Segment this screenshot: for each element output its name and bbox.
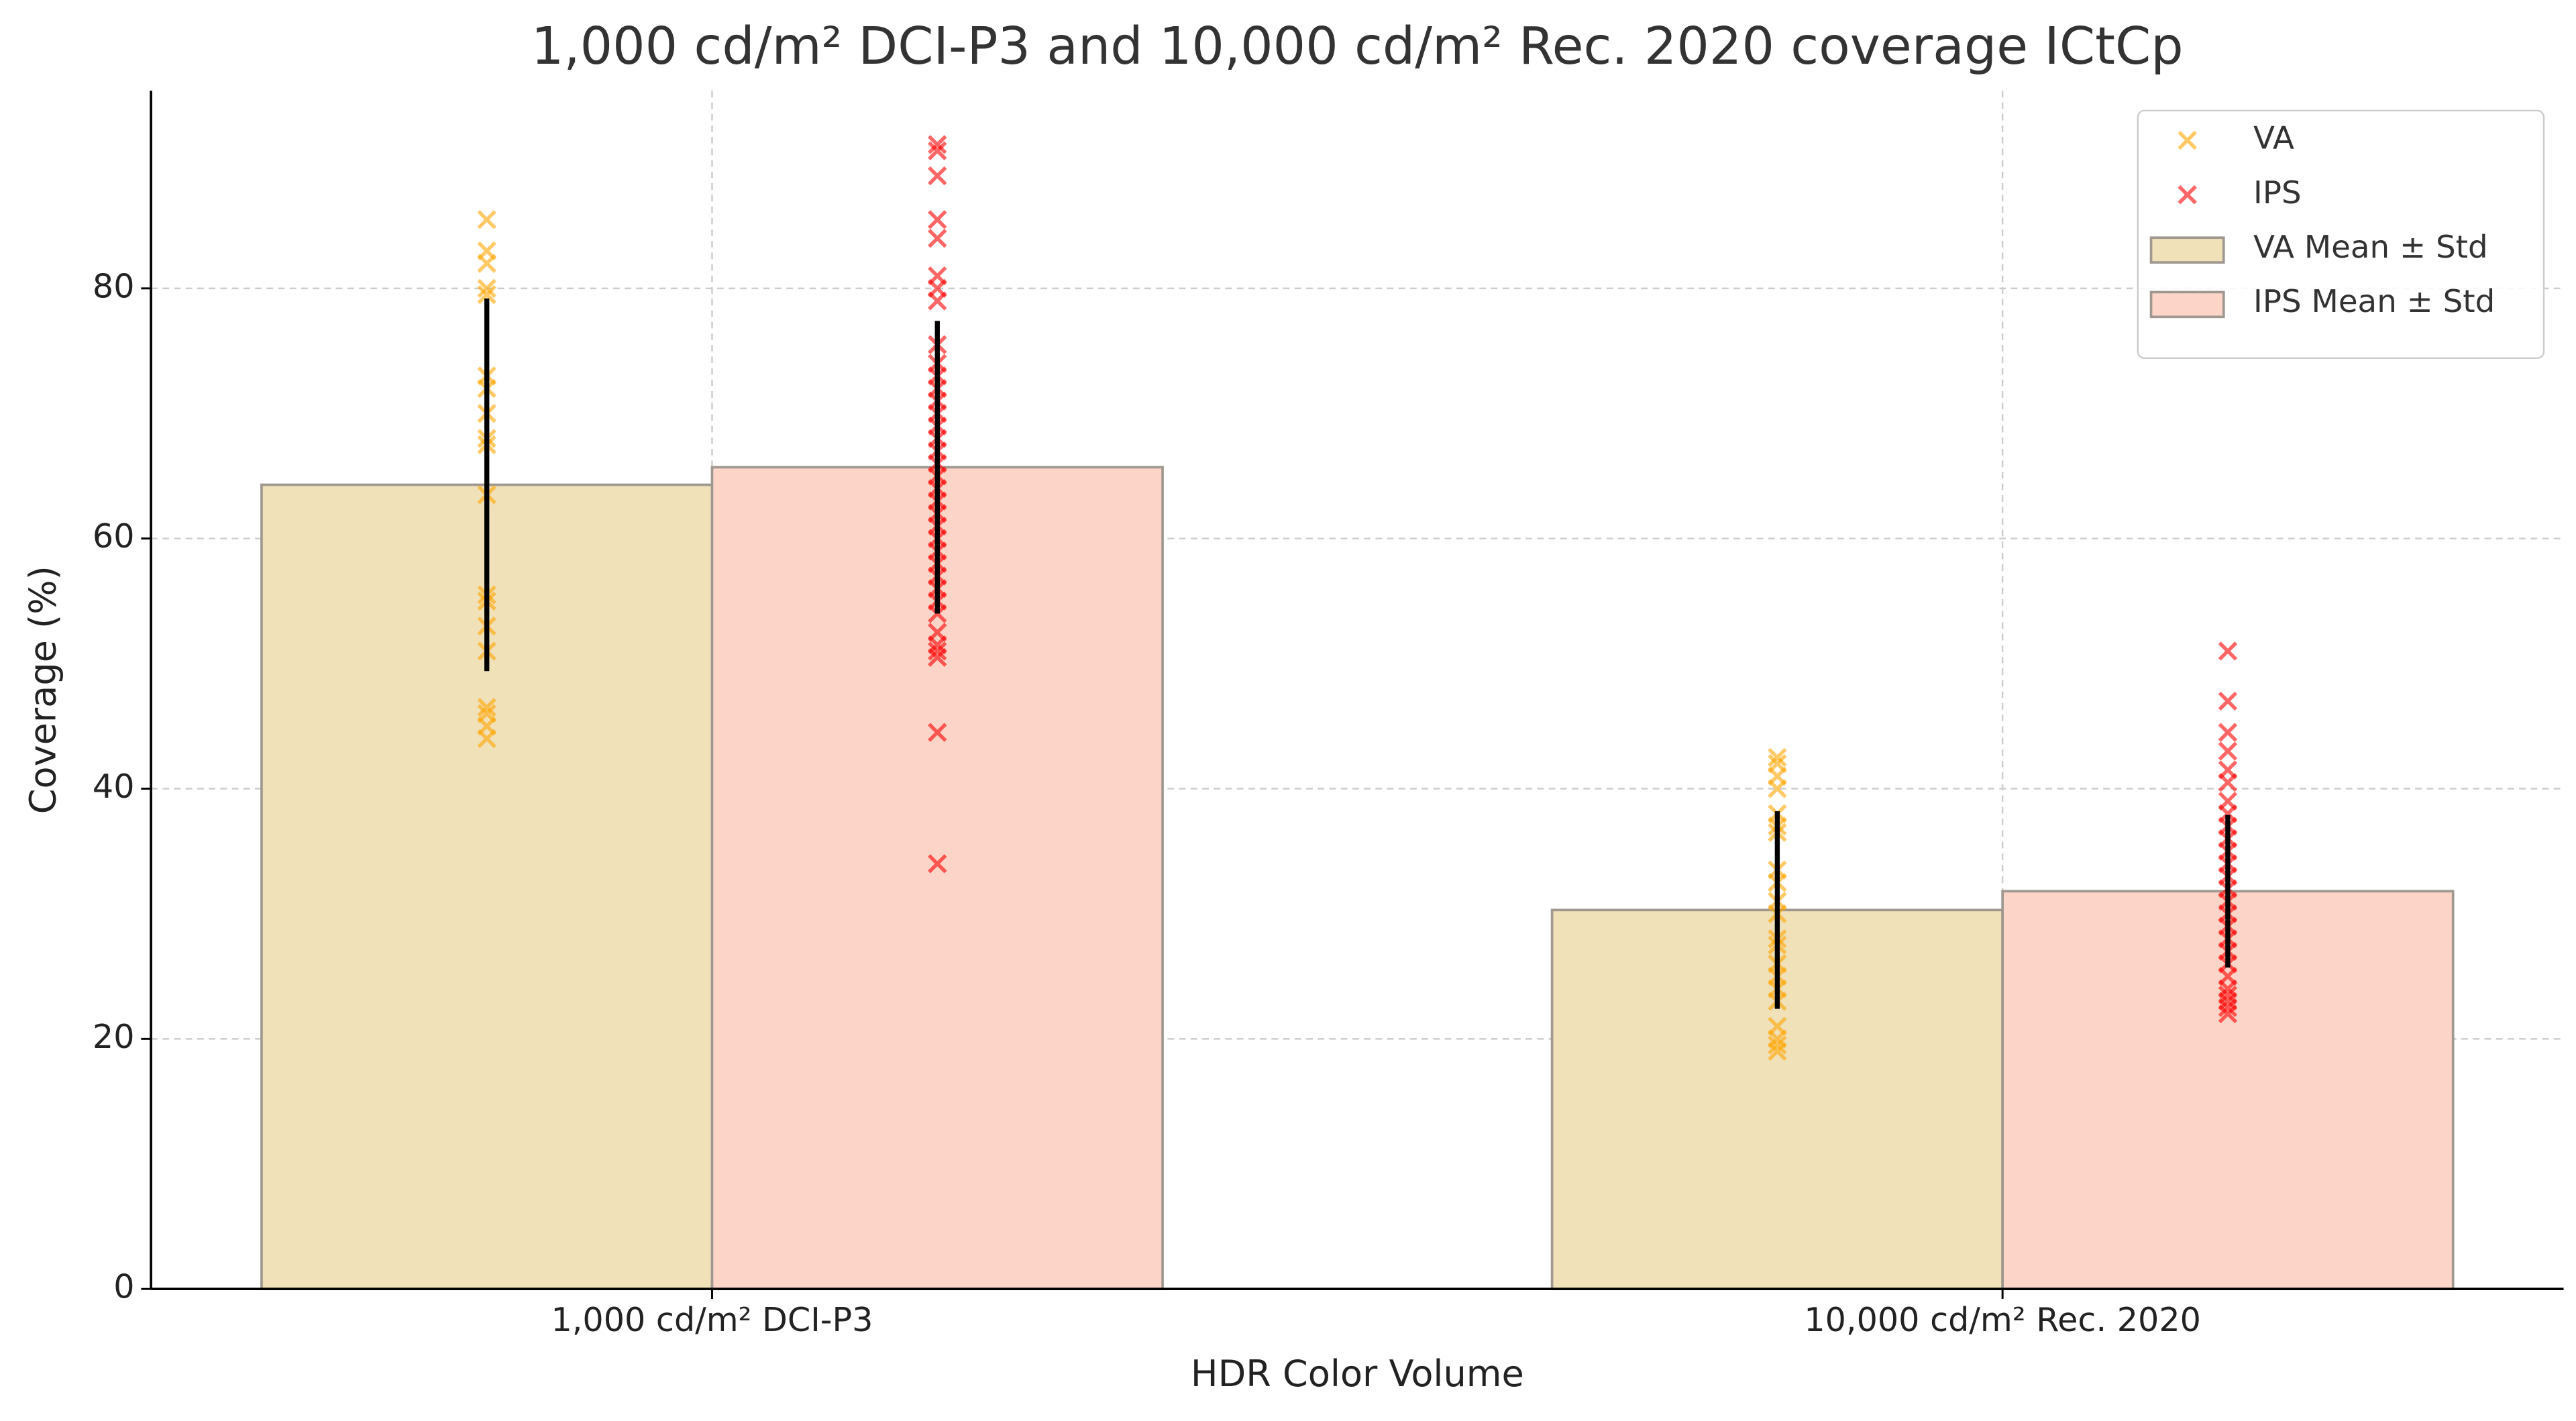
legend-box (2137, 109, 2545, 360)
x-tick-label: 10,000 cd/m² Rec. 2020 (1804, 1300, 2201, 1339)
scatter-point (1768, 779, 1787, 798)
y-tick-label: 60 (93, 517, 135, 556)
scatter-point (2218, 772, 2238, 792)
x-axis-label: HDR Color Volume (1191, 1353, 1524, 1395)
y-axis-label: Coverage (%) (21, 566, 64, 814)
y-tick-label: 40 (93, 767, 135, 806)
legend-marker (2178, 185, 2197, 205)
scatter-point (928, 641, 947, 661)
scatter-point (2218, 641, 2238, 661)
scatter-point (477, 254, 496, 273)
chart-title: 1,000 cd/m² DCI-P3 and 10,000 cd/m² Rec.… (531, 16, 2184, 76)
scatter-point (477, 278, 496, 299)
scatter-point (928, 210, 947, 229)
scatter-point (2218, 723, 2238, 742)
legend-label: VA Mean ± Std (2253, 229, 2488, 266)
scatter-point (928, 166, 947, 186)
legend-marker (2178, 130, 2197, 150)
x-tick-label: 1,000 cd/m² DCI-P3 (551, 1300, 873, 1339)
scatter-point (2218, 691, 2238, 711)
scatter-point (2218, 741, 2238, 761)
legend: VA IPS VA Mean ± Std IPS Mean ± Std (2137, 109, 2545, 360)
legend-patch (2149, 236, 2225, 264)
legend-patch (2149, 291, 2225, 319)
scatter-point (477, 698, 496, 717)
scatter-point (928, 229, 947, 248)
scatter-point (477, 729, 496, 749)
y-tick-label: 80 (93, 266, 135, 305)
scatter-point (1768, 1035, 1787, 1055)
scatter-point (928, 647, 947, 667)
scatter-point (928, 135, 947, 154)
scatter-point (928, 141, 947, 160)
legend-label: IPS Mean ± Std (2253, 284, 2495, 320)
scatter-point (2218, 1004, 2238, 1024)
scatter-point (477, 284, 496, 305)
scatter-point (928, 854, 947, 874)
scatter-point (1768, 747, 1787, 768)
y-tick-label: 0 (113, 1267, 134, 1306)
legend-label: IPS (2253, 175, 2302, 211)
y-tick-label: 20 (93, 1017, 135, 1056)
scatter-point (2218, 998, 2238, 1017)
scatter-point (928, 291, 947, 311)
legend-label: VA (2253, 121, 2294, 157)
scatter-point (928, 723, 947, 742)
scatter-point (1768, 1041, 1787, 1061)
scatter-point (477, 210, 496, 229)
